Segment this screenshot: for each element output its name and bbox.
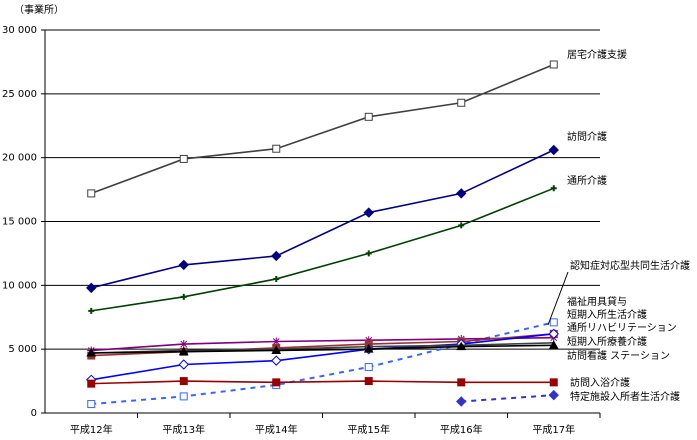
marker — [548, 389, 559, 401]
marker — [179, 340, 188, 349]
marker — [271, 250, 282, 262]
series-line — [91, 336, 554, 352]
x-tick-label: 平成14年 — [255, 423, 298, 436]
marker — [549, 60, 558, 69]
series-line — [91, 149, 555, 289]
marker — [178, 259, 189, 271]
marker — [364, 112, 373, 121]
series-line — [91, 344, 554, 354]
marker — [179, 392, 188, 401]
y-axis-label: （事業所） — [14, 3, 64, 16]
series-line — [91, 321, 554, 406]
marker — [88, 307, 95, 314]
marker — [272, 144, 281, 153]
marker — [86, 347, 97, 357]
series-line — [91, 333, 554, 381]
y-tick-label: 0 — [31, 408, 37, 419]
series-line — [90, 63, 555, 195]
marker — [456, 396, 467, 407]
marker — [550, 185, 557, 192]
marker — [363, 344, 374, 353]
series-line — [91, 187, 555, 312]
marker — [271, 345, 282, 354]
y-tick-label: 10 000 — [2, 280, 37, 291]
marker — [548, 328, 559, 340]
marker — [548, 340, 559, 349]
leader-line — [547, 271, 569, 326]
series-label: 認知症対応型共同生活介護 — [570, 259, 690, 272]
x-tick-label: 平成12年 — [70, 423, 113, 436]
marker — [271, 355, 282, 366]
y-tick-label: 25 000 — [2, 89, 37, 100]
series-label: 短期入所生活介護 — [567, 308, 647, 321]
marker — [178, 346, 189, 356]
marker — [458, 222, 465, 229]
y-tick-label: 30 000 — [2, 25, 37, 36]
marker — [179, 377, 188, 386]
marker — [457, 378, 466, 387]
marker — [86, 282, 97, 294]
marker — [179, 154, 188, 163]
series-label: 居宅介護支援 — [567, 48, 627, 61]
series-label: 特定施設入所者生活介護 — [570, 390, 680, 403]
y-tick-label: 15 000 — [2, 217, 37, 228]
marker — [549, 318, 558, 327]
series-label: 訪問入浴介護 — [570, 376, 630, 389]
x-tick-label: 平成16年 — [440, 423, 483, 436]
series-label: 短期入所療養介護 — [567, 335, 647, 348]
y-tick-label: 20 000 — [2, 153, 37, 164]
marker — [365, 250, 372, 257]
marker — [363, 207, 374, 218]
marker — [87, 400, 96, 409]
marker — [364, 363, 373, 372]
series-label: 訪問介護 — [567, 130, 607, 143]
marker — [456, 188, 467, 199]
marker — [178, 359, 189, 370]
series-label: 訪問看護 ステーション — [567, 349, 670, 362]
series-line — [91, 380, 554, 385]
series-label: 福祉用具貸与 — [567, 295, 627, 308]
marker — [457, 98, 466, 107]
y-tick-label: 5 000 — [8, 344, 37, 355]
marker — [180, 293, 187, 300]
x-tick-label: 平成13年 — [162, 423, 205, 436]
series-line — [461, 394, 554, 403]
marker — [272, 337, 281, 346]
marker — [87, 189, 96, 198]
x-tick-label: 平成17年 — [532, 423, 575, 436]
marker — [548, 144, 559, 156]
marker — [549, 378, 558, 387]
marker — [87, 379, 96, 388]
series-label: 通所介護 — [567, 174, 607, 187]
x-tick-label: 平成15年 — [347, 423, 390, 436]
marker — [272, 378, 281, 387]
series-label: 通所リハビリテーション — [567, 322, 677, 334]
series-line — [91, 341, 554, 354]
marker — [364, 377, 373, 386]
marker — [273, 275, 280, 282]
marker — [456, 341, 467, 351]
